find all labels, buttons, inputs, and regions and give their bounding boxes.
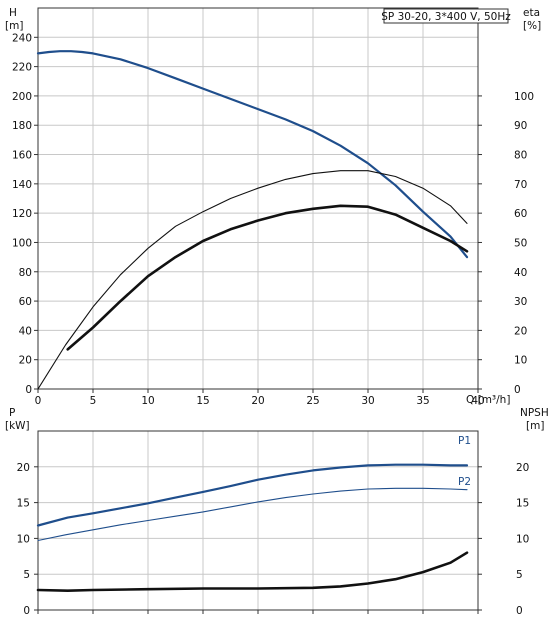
npsh-curve xyxy=(36,551,469,592)
top-grid xyxy=(38,7,478,389)
x-tick-label: 5 xyxy=(90,395,97,407)
efficiency-tick-label: 60 xyxy=(514,208,527,220)
x-tick-label: 40 xyxy=(471,395,484,407)
x-tick-label: 25 xyxy=(306,395,319,407)
head-tick-label: 240 xyxy=(12,32,32,44)
efficiency-axis-label: eta xyxy=(523,7,540,19)
efficiency-tick-label: 90 xyxy=(514,120,527,132)
head-tick-label: 180 xyxy=(12,120,32,132)
bottom-series xyxy=(36,463,469,592)
x-tick-label: 35 xyxy=(416,395,429,407)
head-tick-label: 60 xyxy=(19,296,32,308)
x-tick-label: 30 xyxy=(361,395,374,407)
efficiency-tick-label: 100 xyxy=(514,91,534,103)
x-tick-label: 10 xyxy=(141,395,154,407)
eta_thin-curve xyxy=(37,170,468,390)
npsh-axis-label: NPSH xyxy=(520,407,549,419)
x-tick-label: 0 xyxy=(35,395,42,407)
efficiency-tick-label: 30 xyxy=(514,296,527,308)
head-axis-unit: [m] xyxy=(5,20,23,32)
head-tick-label: 140 xyxy=(12,179,32,191)
power-tick-label: 0 xyxy=(23,605,30,617)
p1-curve xyxy=(36,463,469,527)
eta_bold-curve xyxy=(66,204,469,351)
efficiency-tick-label: 80 xyxy=(514,150,527,162)
efficiency-tick-label: 0 xyxy=(514,384,521,396)
head-tick-label: 220 xyxy=(12,62,32,74)
top-ticks: 0 5 10 15 20 25 30 35 40020406080100120140160180… xyxy=(12,32,534,407)
bottom-grid xyxy=(38,431,478,610)
npsh-tick-label: 0 xyxy=(516,605,523,617)
efficiency-tick-label: 20 xyxy=(514,325,527,337)
x-tick-label: 20 xyxy=(251,395,264,407)
head-curve xyxy=(36,50,469,259)
npsh-tick-label: 20 xyxy=(516,462,529,474)
head-tick-label: 100 xyxy=(12,237,32,249)
head-tick-label: 0 xyxy=(25,384,32,396)
power-tick-label: 10 xyxy=(17,533,30,545)
power-tick-label: 15 xyxy=(17,498,30,510)
head-tick-label: 120 xyxy=(12,208,32,220)
power-axis-label: P xyxy=(9,407,15,419)
top-series xyxy=(36,50,469,390)
head-axis-label: H xyxy=(9,7,17,19)
power-tick-label: 20 xyxy=(17,462,30,474)
efficiency-tick-label: 70 xyxy=(514,179,527,191)
chart-title: SP 30-20, 3*400 V, 50Hz xyxy=(381,11,511,23)
x-tick-label: 15 xyxy=(196,395,209,407)
bottom-ticks: 0 5 10 15 20 0 5 10 15 20 xyxy=(17,462,530,617)
efficiency-tick-label: 40 xyxy=(514,267,527,279)
efficiency-tick-label: 50 xyxy=(514,237,527,249)
power-tick-label: 5 xyxy=(23,569,30,581)
efficiency-tick-label: 10 xyxy=(514,355,527,367)
head-tick-label: 20 xyxy=(19,355,32,367)
head-tick-label: 160 xyxy=(12,150,32,162)
head-tick-label: 40 xyxy=(19,325,32,337)
p1-series-label: P1 xyxy=(458,435,471,447)
npsh-tick-label: 10 xyxy=(516,533,529,545)
chart-title-box xyxy=(383,8,509,24)
npsh-tick-label: 15 xyxy=(516,498,529,510)
flow-axis-label: Q [m³/h] xyxy=(466,394,510,406)
head-tick-label: 80 xyxy=(19,267,32,279)
head-tick-label: 200 xyxy=(12,91,32,103)
npsh-tick-label: 5 xyxy=(516,569,523,581)
npsh-axis-unit: [m] xyxy=(526,420,544,432)
p2-curve xyxy=(37,487,468,542)
power-axis-unit: [kW] xyxy=(5,420,30,432)
efficiency-axis-unit: [%] xyxy=(523,20,541,32)
p2-series-label: P2 xyxy=(458,476,471,488)
